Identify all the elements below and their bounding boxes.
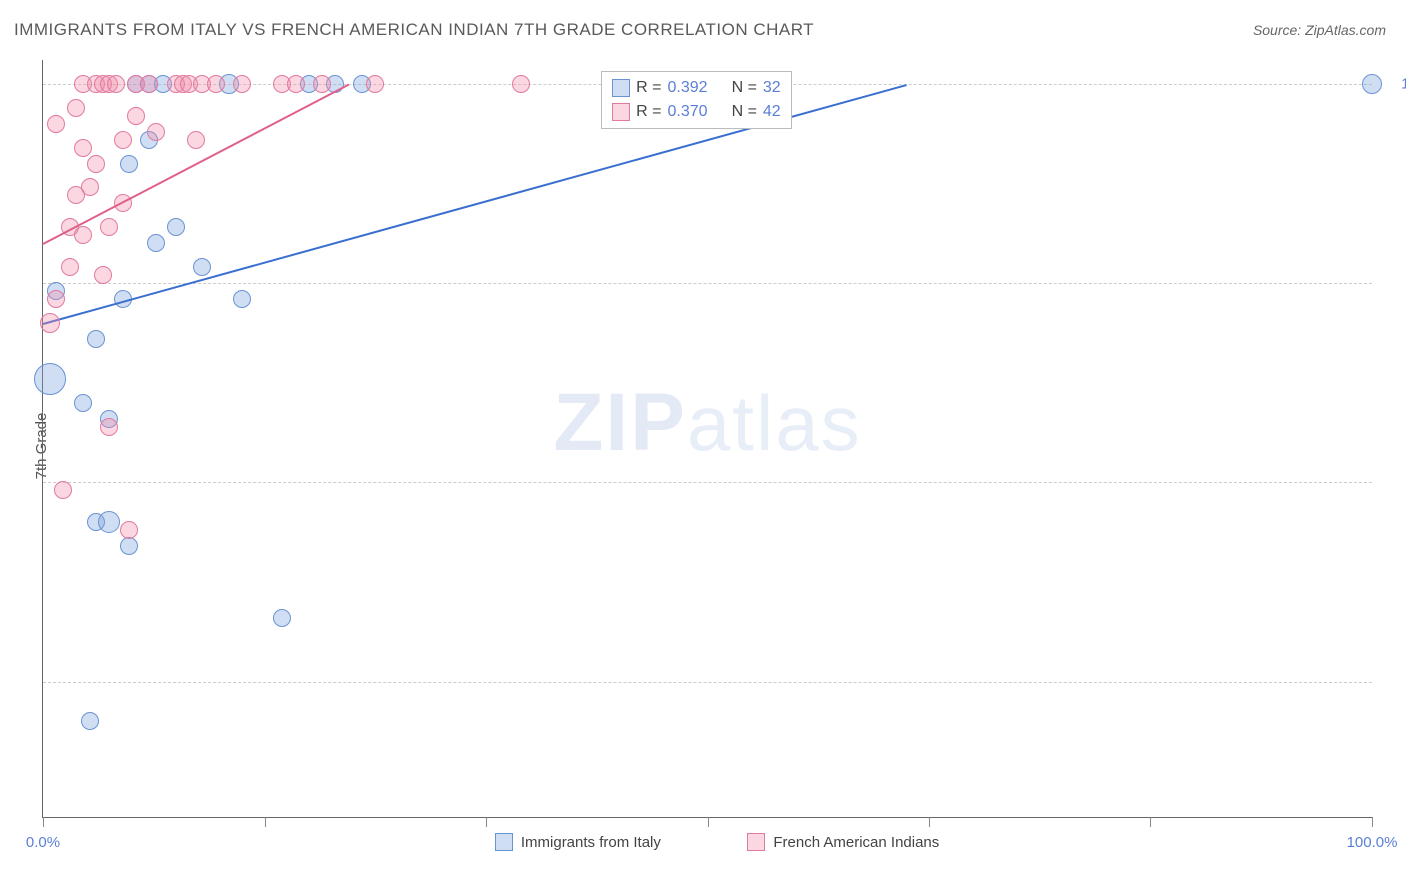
y-tick-label: 95.0% — [1382, 474, 1406, 491]
data-point — [87, 155, 105, 173]
x-tick — [43, 817, 44, 827]
data-point — [67, 99, 85, 117]
data-point — [127, 107, 145, 125]
data-point — [287, 75, 305, 93]
data-point — [147, 123, 165, 141]
data-point — [366, 75, 384, 93]
data-point — [40, 313, 60, 333]
x-tick — [929, 817, 930, 827]
legend-r-label: R = — [636, 76, 661, 100]
x-tick-label: 0.0% — [26, 834, 60, 851]
data-point — [512, 75, 530, 93]
data-point — [98, 511, 120, 533]
data-point — [193, 258, 211, 276]
data-point — [74, 394, 92, 412]
y-tick-label: 100.0% — [1382, 75, 1406, 92]
legend-r-label: R = — [636, 100, 661, 124]
legend-swatch — [612, 79, 630, 97]
source-label: Source: ZipAtlas.com — [1253, 22, 1386, 38]
data-point — [74, 139, 92, 157]
data-point — [140, 75, 158, 93]
data-point — [81, 178, 99, 196]
gridline — [43, 682, 1372, 683]
data-point — [61, 258, 79, 276]
data-point — [34, 363, 66, 395]
legend-r-value: 0.370 — [668, 100, 708, 124]
gridline — [43, 482, 1372, 483]
gridline — [43, 283, 1372, 284]
legend-row: R = 0.392 N = 32 — [612, 76, 781, 100]
data-point — [100, 418, 118, 436]
watermark: ZIPatlas — [553, 376, 861, 470]
legend-r-value: 0.392 — [668, 76, 708, 100]
x-tick — [265, 817, 266, 827]
data-point — [87, 330, 105, 348]
x-legend-label: French American Indians — [773, 834, 939, 851]
legend-n-value: 42 — [763, 100, 781, 124]
data-point — [107, 75, 125, 93]
data-point — [187, 131, 205, 149]
data-point — [120, 537, 138, 555]
data-point — [81, 712, 99, 730]
chart-title: IMMIGRANTS FROM ITALY VS FRENCH AMERICAN… — [14, 20, 814, 40]
data-point — [233, 290, 251, 308]
legend-box: R = 0.392 N = 32 R = 0.370 N = 42 — [601, 71, 792, 129]
data-point — [74, 226, 92, 244]
legend-row: R = 0.370 N = 42 — [612, 100, 781, 124]
data-point — [233, 75, 251, 93]
data-point — [54, 481, 72, 499]
data-point — [94, 266, 112, 284]
data-point — [1362, 74, 1382, 94]
x-legend-item: Immigrants from Italy — [495, 833, 661, 851]
x-legend-label: Immigrants from Italy — [521, 834, 661, 851]
x-tick-label: 100.0% — [1347, 834, 1398, 851]
y-tick-label: 92.5% — [1382, 673, 1406, 690]
x-legend-item: French American Indians — [747, 833, 939, 851]
x-tick — [486, 817, 487, 827]
legend-swatch — [747, 833, 765, 851]
data-point — [100, 218, 118, 236]
x-tick — [1150, 817, 1151, 827]
data-point — [120, 521, 138, 539]
scatter-plot: ZIPatlas 92.5%95.0%97.5%100.0%0.0%100.0%… — [42, 60, 1372, 818]
data-point — [147, 234, 165, 252]
data-point — [167, 218, 185, 236]
data-point — [120, 155, 138, 173]
data-point — [313, 75, 331, 93]
data-point — [47, 290, 65, 308]
data-point — [47, 115, 65, 133]
data-point — [273, 609, 291, 627]
data-point — [114, 131, 132, 149]
y-tick-label: 97.5% — [1382, 275, 1406, 292]
legend-swatch — [612, 103, 630, 121]
legend-n-label: N = — [732, 76, 757, 100]
data-point — [207, 75, 225, 93]
x-tick — [708, 817, 709, 827]
legend-swatch — [495, 833, 513, 851]
x-tick — [1372, 817, 1373, 827]
legend-n-value: 32 — [763, 76, 781, 100]
legend-n-label: N = — [732, 100, 757, 124]
